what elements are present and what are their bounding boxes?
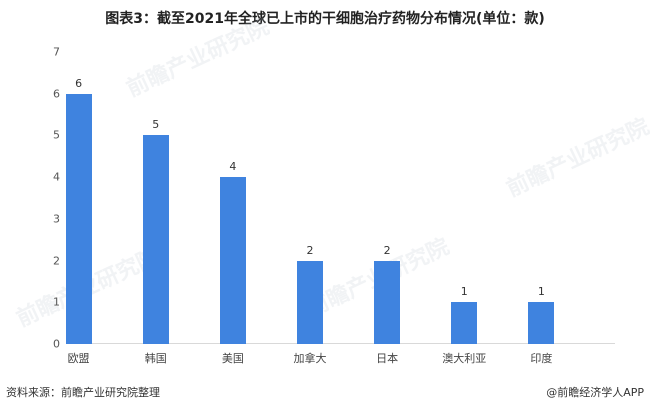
- credit-note: @前瞻经济学人APP: [546, 386, 644, 399]
- x-tick-label: 日本: [376, 352, 399, 365]
- bar: [142, 135, 169, 344]
- y-tick-label: 7: [53, 45, 60, 59]
- bar: [297, 260, 323, 344]
- bar: [219, 177, 246, 344]
- plot-area: 6 5 4 2 2 1 1: [65, 52, 615, 344]
- y-tick-label: 2: [53, 254, 60, 268]
- x-tick-label: 印度: [530, 352, 553, 365]
- x-tick-label: 韩国: [144, 352, 167, 365]
- bar-value-label: 6: [75, 76, 83, 90]
- bar-value-label: 5: [152, 118, 160, 132]
- source-note: 资料来源：前瞻产业研究院整理: [6, 386, 160, 399]
- x-axis-line: [75, 343, 615, 344]
- y-tick-label: 0: [53, 337, 60, 351]
- bar: [451, 302, 478, 344]
- bar: [374, 260, 401, 344]
- bar: [528, 302, 555, 344]
- y-tick-label: 4: [53, 170, 60, 184]
- y-tick-label: 3: [53, 212, 60, 226]
- bar-value-label: 4: [229, 160, 237, 174]
- bar-value-label: 1: [537, 285, 545, 299]
- x-tick-label: 澳大利亚: [442, 352, 487, 365]
- bar-value-label: 1: [460, 285, 468, 299]
- bar-value-label: 2: [306, 243, 314, 257]
- y-tick-label: 6: [53, 87, 60, 101]
- y-tick-label: 5: [53, 128, 60, 142]
- x-tick-label: 欧盟: [67, 352, 90, 365]
- bar: [65, 93, 92, 344]
- bar-value-label: 2: [383, 243, 391, 257]
- x-tick-label: 美国: [221, 352, 244, 365]
- x-tick-label: 加拿大: [293, 352, 327, 365]
- y-tick-label: 1: [53, 295, 60, 309]
- chart-title: 图表3：截至2021年全球已上市的干细胞治疗药物分布情况(单位：款): [105, 11, 545, 27]
